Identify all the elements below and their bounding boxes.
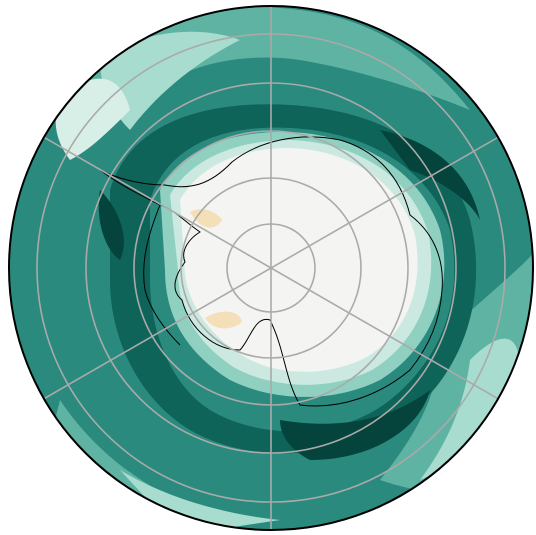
map-boundary <box>8 5 534 531</box>
contour-band <box>205 311 242 329</box>
contour-band <box>420 338 520 480</box>
contour-band <box>380 130 480 220</box>
contour-band <box>100 31 240 130</box>
meridian-line <box>9 111 533 425</box>
contour-band <box>180 148 418 372</box>
contour-band <box>98 190 124 260</box>
contour-band <box>55 78 130 160</box>
contour-band <box>280 390 430 460</box>
contour-band <box>190 209 222 228</box>
contour-band <box>120 470 280 530</box>
coastline <box>99 136 443 407</box>
coastline <box>143 204 181 346</box>
